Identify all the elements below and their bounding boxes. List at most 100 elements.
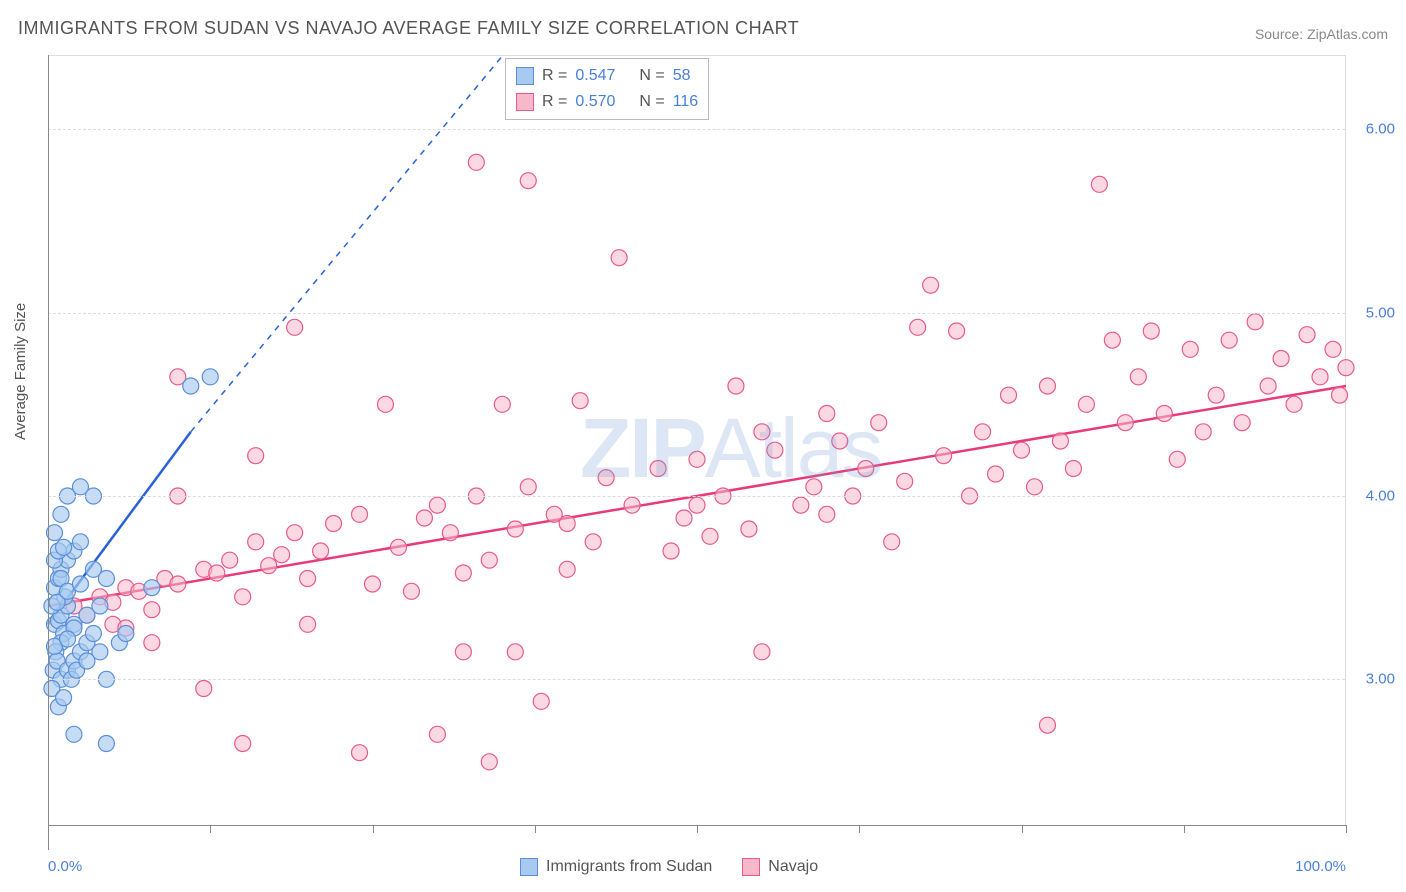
data-point xyxy=(416,510,432,526)
data-point xyxy=(481,552,497,568)
legend-series-label: Immigrants from Sudan xyxy=(546,858,712,876)
data-point xyxy=(819,506,835,522)
chart-title: IMMIGRANTS FROM SUDAN VS NAVAJO AVERAGE … xyxy=(18,18,799,39)
y-tick-label: 5.00 xyxy=(1351,304,1395,321)
x-tick xyxy=(535,825,536,833)
y-tick-label: 3.00 xyxy=(1351,671,1395,688)
data-point xyxy=(261,558,277,574)
data-point xyxy=(1260,378,1276,394)
data-point xyxy=(975,424,991,440)
source-attribution: Source: ZipAtlas.com xyxy=(1255,26,1388,42)
data-point xyxy=(92,598,108,614)
data-point xyxy=(585,534,601,550)
data-point xyxy=(754,424,770,440)
data-point xyxy=(98,736,114,752)
legend-r-value: 0.570 xyxy=(575,89,631,115)
data-point xyxy=(494,396,510,412)
data-point xyxy=(144,602,160,618)
data-point xyxy=(1104,332,1120,348)
data-point xyxy=(56,539,72,555)
data-point xyxy=(624,497,640,513)
legend-r-label: R = xyxy=(542,89,567,115)
data-point xyxy=(676,510,692,526)
data-point xyxy=(1039,378,1055,394)
legend-series: Immigrants from Sudan Navajo xyxy=(520,858,818,876)
data-point xyxy=(793,497,809,513)
x-tick-label-max: 100.0% xyxy=(1295,858,1346,875)
data-point xyxy=(1208,387,1224,403)
data-point xyxy=(287,319,303,335)
x-tick xyxy=(210,825,211,833)
data-point xyxy=(559,561,575,577)
data-point xyxy=(650,461,666,477)
data-point xyxy=(98,571,114,587)
data-point xyxy=(871,415,887,431)
data-point xyxy=(1286,396,1302,412)
data-point xyxy=(806,479,822,495)
data-point xyxy=(884,534,900,550)
gridline xyxy=(48,679,1345,680)
data-point xyxy=(988,466,1004,482)
data-point xyxy=(936,448,952,464)
legend-n-label: N = xyxy=(639,89,664,115)
data-point xyxy=(170,576,186,592)
data-point xyxy=(1039,717,1055,733)
data-point xyxy=(222,552,238,568)
data-point xyxy=(248,448,264,464)
data-point xyxy=(689,497,705,513)
x-tick-label-min: 0.0% xyxy=(48,858,82,875)
data-point xyxy=(209,565,225,581)
data-point xyxy=(1221,332,1237,348)
legend-swatch xyxy=(516,93,534,111)
data-point xyxy=(390,539,406,555)
data-point xyxy=(455,644,471,660)
legend-n-value: 58 xyxy=(673,63,691,89)
legend-r-label: R = xyxy=(542,63,567,89)
data-point xyxy=(819,406,835,422)
data-point xyxy=(144,635,160,651)
data-point xyxy=(1052,433,1068,449)
data-point xyxy=(326,516,342,532)
data-point xyxy=(118,626,134,642)
data-point xyxy=(1026,479,1042,495)
data-point xyxy=(403,583,419,599)
data-point xyxy=(53,506,69,522)
legend-series-item: Immigrants from Sudan xyxy=(520,858,712,876)
data-point xyxy=(1273,351,1289,367)
gridline xyxy=(48,496,1345,497)
legend-correlation-row: R =0.547N =58 xyxy=(516,63,698,89)
data-point xyxy=(66,726,82,742)
x-tick xyxy=(859,825,860,833)
data-point xyxy=(832,433,848,449)
legend-n-label: N = xyxy=(639,63,664,89)
data-point xyxy=(196,681,212,697)
data-point xyxy=(1195,424,1211,440)
data-point xyxy=(300,616,316,632)
data-point xyxy=(352,745,368,761)
data-point xyxy=(507,521,523,537)
data-point xyxy=(274,547,290,563)
data-point xyxy=(365,576,381,592)
legend-swatch xyxy=(742,858,760,876)
legend-series-item: Navajo xyxy=(742,858,818,876)
data-point xyxy=(1299,327,1315,343)
x-tick xyxy=(697,825,698,833)
data-point xyxy=(300,571,316,587)
data-point xyxy=(1182,341,1198,357)
data-point xyxy=(520,173,536,189)
x-tick xyxy=(373,825,374,833)
data-point xyxy=(352,506,368,522)
data-point xyxy=(1338,360,1354,376)
data-point xyxy=(1169,451,1185,467)
data-point xyxy=(533,693,549,709)
data-point xyxy=(235,736,251,752)
gridline xyxy=(48,313,1345,314)
data-point xyxy=(1014,442,1030,458)
data-point xyxy=(1143,323,1159,339)
data-point xyxy=(1234,415,1250,431)
data-point xyxy=(1091,176,1107,192)
data-point xyxy=(897,473,913,489)
data-point xyxy=(741,521,757,537)
data-point xyxy=(1325,341,1341,357)
data-point xyxy=(754,644,770,660)
